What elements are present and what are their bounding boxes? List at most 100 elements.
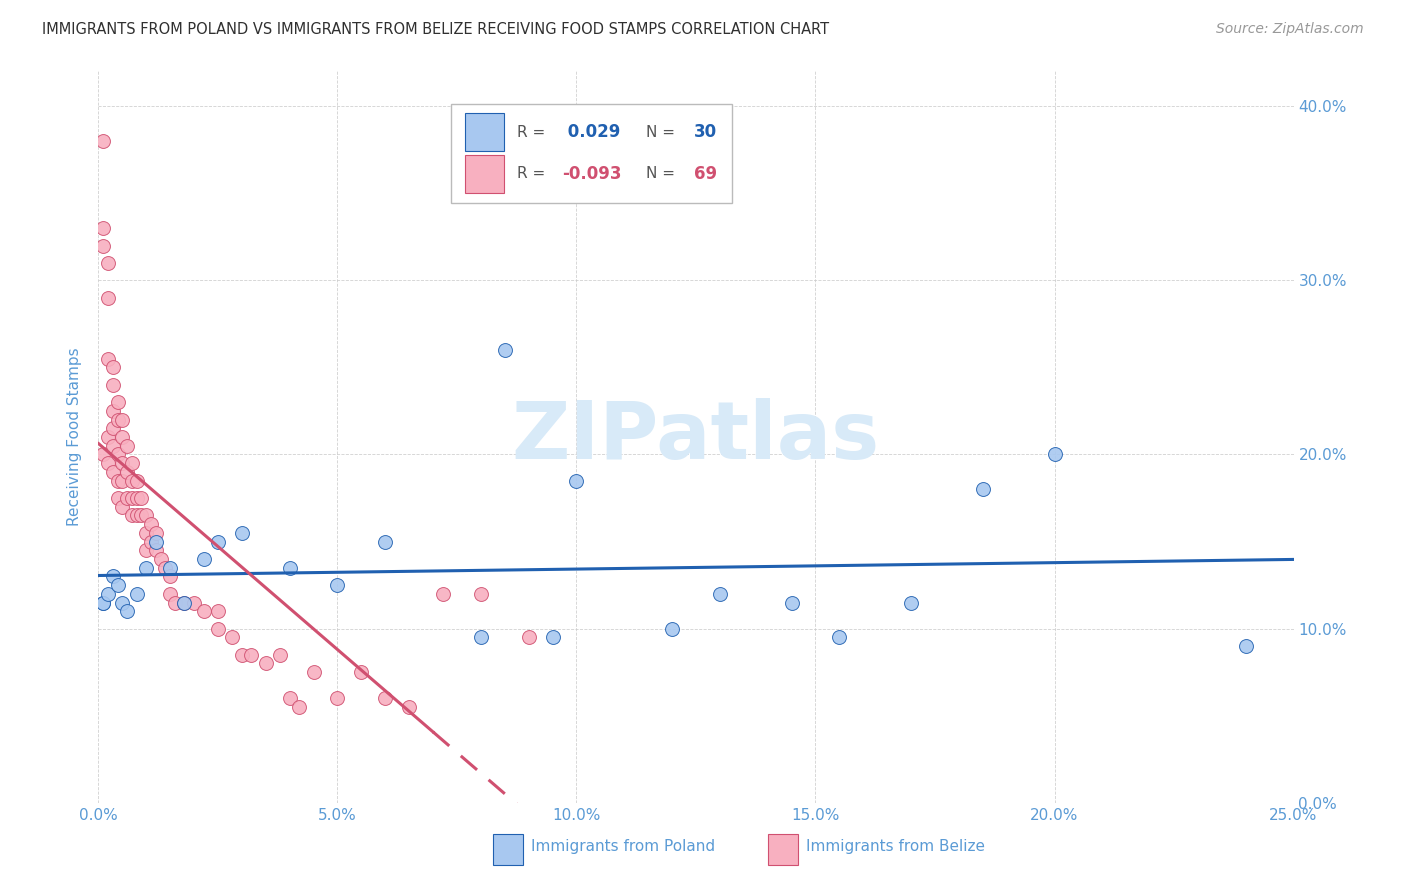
Point	[115, 439, 138, 453]
Point	[149, 552, 172, 566]
Text: 30: 30	[693, 123, 717, 141]
Point	[111, 500, 134, 514]
Text: 0.029: 0.029	[562, 123, 620, 141]
Point	[163, 595, 186, 609]
Bar	[465, 154, 503, 193]
Point	[91, 595, 114, 609]
Point	[145, 525, 167, 540]
Point	[145, 534, 167, 549]
Bar	[465, 113, 503, 151]
Point	[115, 604, 138, 618]
Point	[828, 631, 851, 645]
Point	[326, 691, 349, 706]
Point	[101, 377, 124, 392]
Point	[709, 587, 731, 601]
Point	[101, 360, 124, 375]
Point	[398, 700, 420, 714]
Point	[221, 631, 243, 645]
Point	[107, 412, 129, 426]
Text: N =: N =	[645, 125, 679, 139]
Point	[159, 560, 181, 574]
Point	[269, 648, 291, 662]
Point	[111, 430, 134, 444]
Point	[240, 648, 263, 662]
Text: -0.093: -0.093	[562, 165, 621, 183]
Point	[135, 508, 157, 523]
Point	[193, 552, 215, 566]
Point	[121, 491, 143, 505]
Point	[131, 491, 153, 505]
Point	[183, 595, 205, 609]
Point	[111, 456, 134, 470]
Point	[101, 465, 124, 479]
Point	[374, 534, 396, 549]
Point	[254, 657, 277, 671]
Point	[145, 543, 167, 558]
Point	[278, 691, 301, 706]
Point	[135, 560, 157, 574]
Text: Immigrants from Belize: Immigrants from Belize	[806, 839, 986, 855]
Point	[91, 238, 114, 252]
Point	[135, 525, 157, 540]
Point	[1043, 448, 1066, 462]
Point	[139, 534, 162, 549]
Point	[155, 560, 177, 574]
Point	[350, 665, 373, 680]
Text: IMMIGRANTS FROM POLAND VS IMMIGRANTS FROM BELIZE RECEIVING FOOD STAMPS CORRELATI: IMMIGRANTS FROM POLAND VS IMMIGRANTS FRO…	[42, 22, 830, 37]
Point	[780, 595, 803, 609]
Point	[91, 448, 114, 462]
Text: 69: 69	[693, 165, 717, 183]
Point	[101, 569, 124, 583]
Point	[121, 508, 143, 523]
Point	[91, 595, 114, 609]
Point	[900, 595, 922, 609]
Text: R =: R =	[517, 166, 550, 181]
Point	[470, 631, 492, 645]
Point	[101, 421, 124, 435]
Point	[107, 448, 129, 462]
Point	[111, 595, 134, 609]
Point	[302, 665, 325, 680]
Point	[125, 587, 148, 601]
Point	[101, 439, 124, 453]
Point	[125, 508, 148, 523]
Point	[207, 534, 229, 549]
Point	[121, 456, 143, 470]
Bar	[494, 834, 523, 865]
Point	[326, 578, 349, 592]
Point	[135, 543, 157, 558]
Point	[173, 595, 195, 609]
Point	[193, 604, 215, 618]
Point	[97, 256, 120, 270]
Point	[125, 491, 148, 505]
Point	[207, 604, 229, 618]
Point	[432, 587, 454, 601]
Text: Source: ZipAtlas.com: Source: ZipAtlas.com	[1216, 22, 1364, 37]
Point	[107, 395, 129, 409]
Text: ZIPatlas: ZIPatlas	[512, 398, 880, 476]
Point	[470, 587, 492, 601]
Point	[111, 412, 134, 426]
Y-axis label: Receiving Food Stamps: Receiving Food Stamps	[67, 348, 83, 526]
Point	[115, 465, 138, 479]
Point	[101, 404, 124, 418]
Text: R =: R =	[517, 125, 550, 139]
Point	[111, 474, 134, 488]
Point	[517, 631, 540, 645]
Point	[231, 648, 253, 662]
Point	[541, 631, 564, 645]
Point	[97, 351, 120, 366]
Point	[231, 525, 253, 540]
Point	[278, 560, 301, 574]
Bar	[768, 834, 797, 865]
Point	[125, 474, 148, 488]
Text: N =: N =	[645, 166, 679, 181]
Point	[288, 700, 311, 714]
FancyBboxPatch shape	[451, 104, 733, 203]
Point	[139, 517, 162, 532]
Point	[159, 587, 181, 601]
Point	[565, 474, 588, 488]
Point	[207, 622, 229, 636]
Point	[97, 456, 120, 470]
Text: Immigrants from Poland: Immigrants from Poland	[531, 839, 716, 855]
